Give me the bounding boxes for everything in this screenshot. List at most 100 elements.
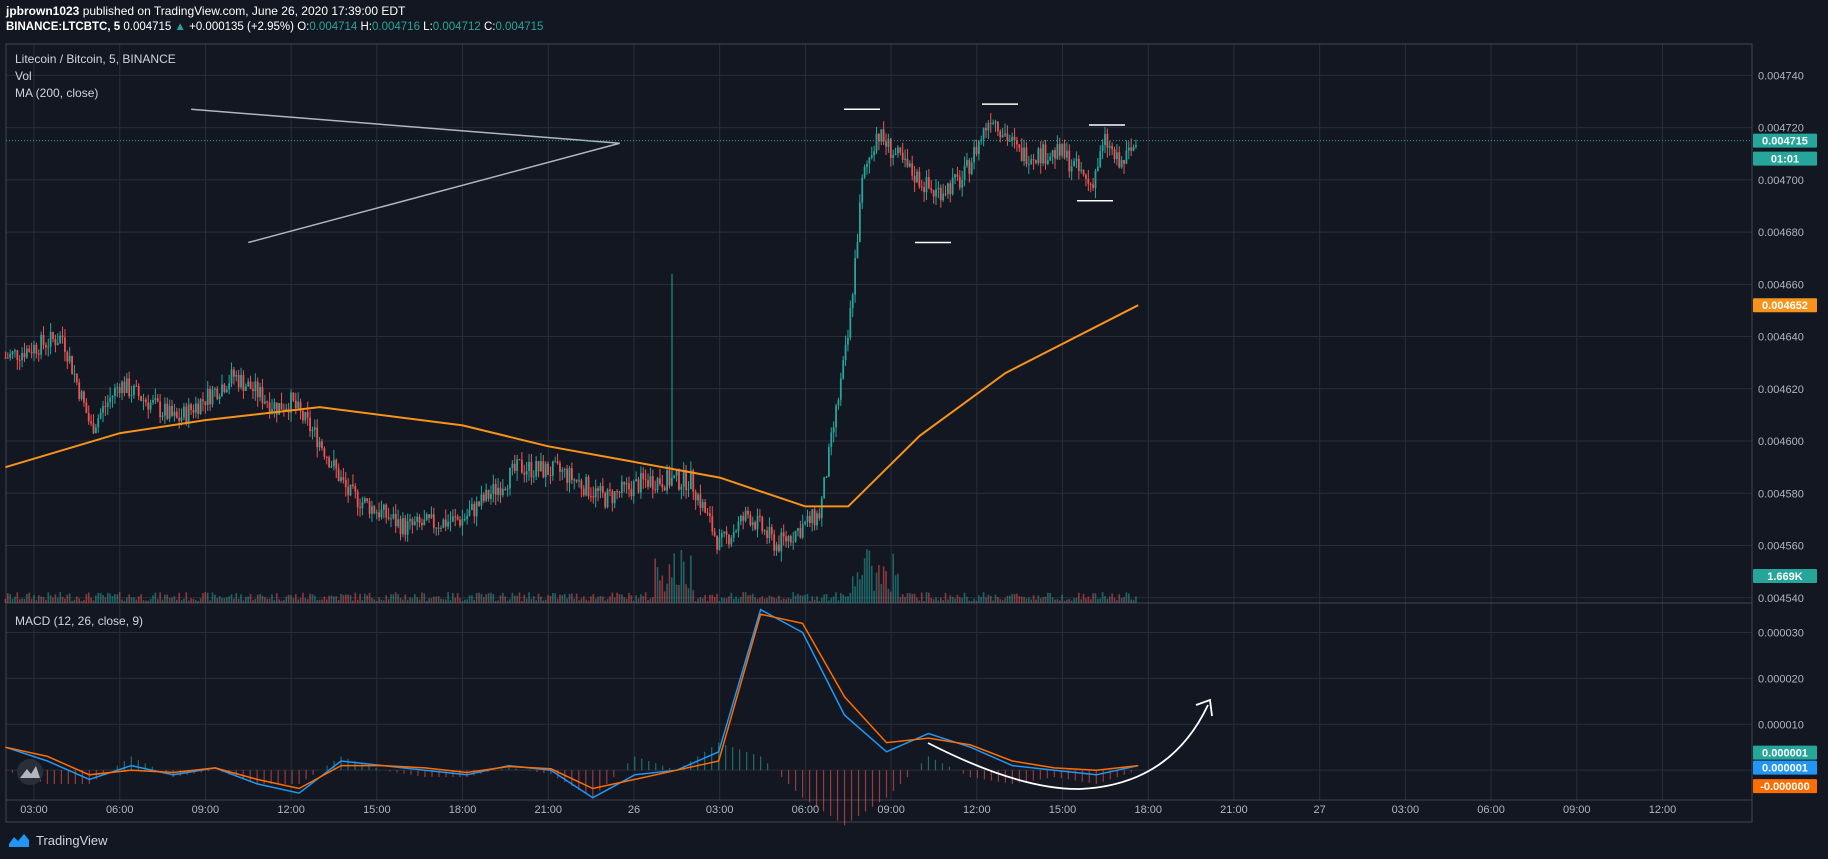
candle-body (996, 121, 999, 132)
volume-bar (932, 599, 935, 603)
volume-bar (794, 595, 797, 603)
candle-body (685, 470, 688, 491)
volume-bar (866, 549, 868, 603)
candle-body (78, 382, 81, 399)
candle-body (185, 406, 188, 423)
arrow-curve (927, 704, 1209, 790)
volume-bar (80, 600, 83, 603)
candle-body (121, 381, 123, 394)
volume-bar (402, 599, 404, 603)
candle-body (975, 147, 978, 155)
macd-legend[interactable]: MACD (12, 26, close, 9) (15, 614, 144, 628)
candle-body (958, 176, 961, 188)
volume-bar (782, 598, 785, 603)
time-tick-label: 03:00 (1392, 804, 1420, 816)
volume-bar (126, 597, 128, 603)
chart-title[interactable]: Litecoin / Bitcoin, 5, BINANCE (15, 52, 176, 66)
footer-brand[interactable]: TradingView (8, 832, 108, 848)
volume-bar (299, 597, 302, 603)
volume-bar (1104, 596, 1106, 603)
volume-bar (735, 596, 737, 603)
candle-body (356, 491, 359, 508)
volume-bar (273, 600, 276, 603)
volume-bar (606, 599, 609, 603)
volume-bar (1082, 593, 1085, 603)
candle-body (1018, 144, 1021, 148)
volume-legend[interactable]: Vol (15, 69, 32, 83)
candle-body (423, 519, 426, 526)
candle-body (642, 473, 645, 480)
volume-bar (854, 586, 856, 603)
candle-body (473, 503, 476, 517)
volume-bar (635, 595, 637, 603)
candle-body (123, 381, 126, 393)
volume-bar (659, 580, 661, 603)
candle-body (758, 515, 761, 517)
volume-bar (311, 594, 314, 603)
candle-body (180, 417, 183, 421)
candle-body (340, 477, 342, 481)
price-tick-label: 0.004560 (1758, 541, 1804, 553)
volume-bar (609, 596, 611, 603)
volume-bar (966, 596, 968, 603)
candle-body (52, 332, 54, 339)
candle-body (766, 530, 768, 539)
author-name[interactable]: jpbrown1023 (6, 4, 80, 18)
volume-bar (316, 599, 319, 603)
volume-bar (1004, 598, 1006, 603)
price-axis[interactable]: 0.004740 0.004720 0.004700 0.004680 0.004660… (1758, 70, 1804, 604)
candle-body (178, 417, 181, 421)
volume-bar (9, 593, 11, 603)
candle-body (647, 480, 649, 487)
candle-body (556, 461, 559, 464)
candle-body (21, 353, 23, 361)
candle-body (709, 513, 711, 517)
candle-body (328, 457, 331, 468)
candle-body (83, 391, 85, 403)
ma-legend[interactable]: MA (200, close) (15, 86, 99, 100)
volume-bar (516, 595, 518, 603)
volume-bar (770, 596, 773, 603)
volume-bar (885, 571, 887, 603)
candle-body (411, 519, 414, 525)
macd-tick-label: 0.000020 (1758, 673, 1804, 685)
time-axis[interactable]: 03:00 06:00 09:00 12:00 15:00 18:00 21:00 26 03:… (20, 804, 1676, 816)
candle-body (309, 417, 311, 432)
candle-body (668, 470, 671, 486)
volume-bar (290, 595, 292, 603)
volume-bar (442, 599, 445, 603)
candle-body (661, 483, 664, 488)
triangle-drawing[interactable] (191, 103, 1125, 244)
candle-body (1127, 147, 1130, 151)
candle-body (475, 501, 478, 517)
volume-bar (832, 596, 835, 603)
candle-body (409, 519, 411, 522)
candle-body (114, 387, 116, 396)
volume-bar (211, 592, 214, 603)
volume-bar (842, 594, 844, 603)
volume-bar (359, 593, 361, 603)
volume-bar (1070, 600, 1073, 603)
volume-bar (618, 594, 621, 603)
volume-bar (759, 597, 761, 603)
candle-body (939, 187, 942, 201)
candle-body (401, 518, 404, 535)
volume-bar (480, 593, 483, 603)
volume-bar (411, 598, 414, 603)
candle-body (520, 460, 523, 473)
candle-body (1046, 160, 1049, 165)
time-tick-label: 06:00 (106, 804, 134, 816)
volume-bar (959, 597, 961, 603)
macd-axis[interactable]: 0.000030 0.000020 0.000010 (1758, 628, 1804, 732)
candle-body (551, 461, 554, 476)
candle-body (371, 506, 373, 514)
volume-bar (975, 600, 978, 603)
candle-body (468, 510, 471, 516)
volume-bar (1035, 599, 1037, 603)
volume-bar (347, 594, 349, 603)
volume-bar (580, 598, 583, 603)
candle-body (449, 521, 452, 523)
volume-bar (18, 599, 21, 603)
candle-body (332, 459, 335, 467)
